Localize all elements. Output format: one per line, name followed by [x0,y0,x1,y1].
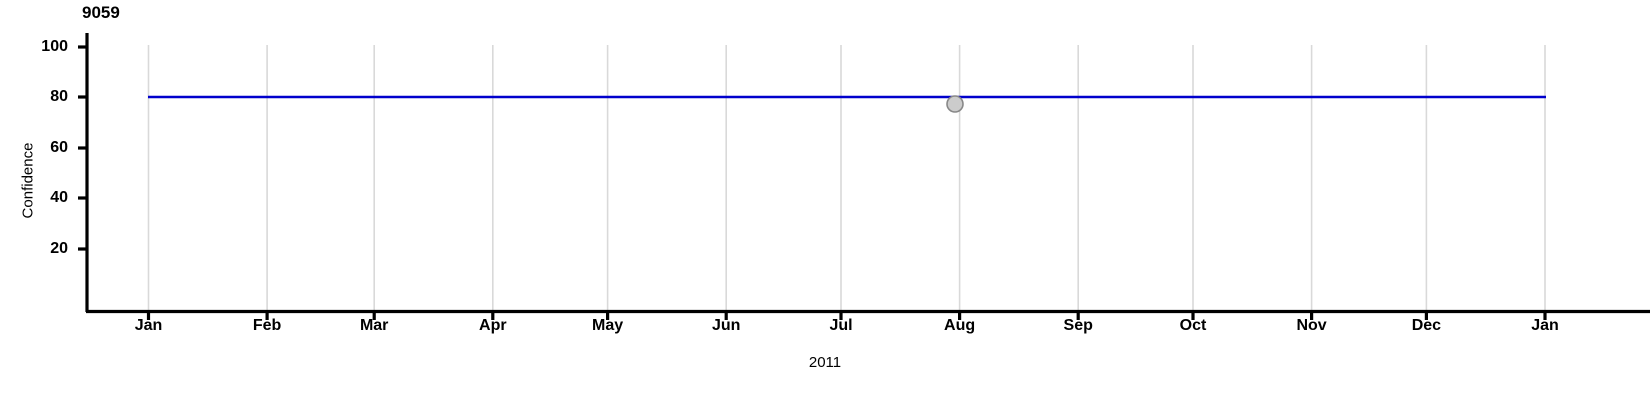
y-axis [78,33,89,312]
x-tick-label: Feb [252,317,282,334]
x-tick-label: Dec [1411,317,1442,334]
y-tick-label: 60 [50,139,68,156]
x-tick-label: Oct [1179,317,1207,334]
x-tick-label: Jan [1531,317,1559,334]
x-tick-label: Jul [829,317,853,334]
y-tick-label: 40 [50,189,68,206]
gridlines [147,45,1546,311]
x-tick-label: Aug [944,317,976,334]
y-tick-label: 20 [50,240,68,257]
x-tick-label: May [592,317,624,334]
series-data-point [946,95,964,113]
x-tick-label: Mar [359,317,389,334]
x-axis [86,309,1650,320]
chart-title: 9059 [82,3,120,22]
x-tick-label: Apr [479,317,507,334]
x-tick-label: Jun [711,317,741,334]
x-axis-title: 2011 [808,354,842,371]
x-tick-label: Sep [1063,317,1093,334]
x-tick-label: Jan [134,317,163,334]
y-tick-label: 100 [41,38,68,55]
y-tick-label: 80 [50,88,68,105]
x-tick-label: Nov [1296,317,1327,334]
